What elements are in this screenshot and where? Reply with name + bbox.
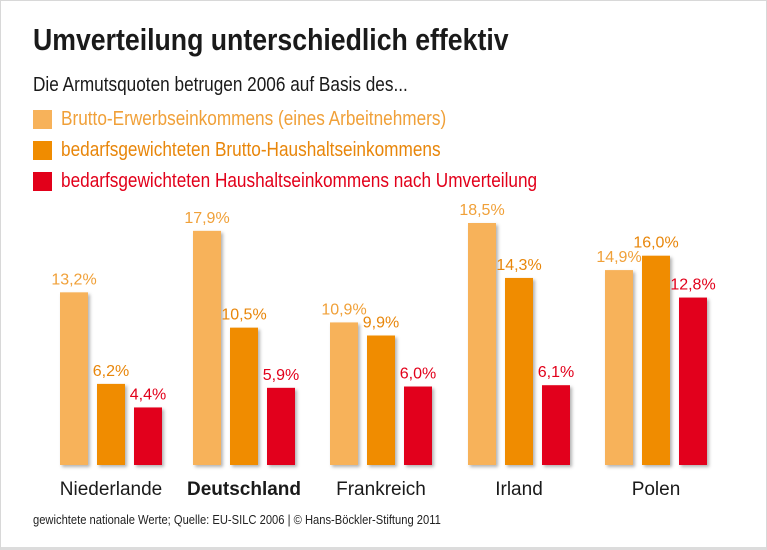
bar-deutschland-series-1 [230, 327, 258, 465]
bar-deutschland-series-2 [267, 387, 295, 465]
data-label: 6,0% [400, 366, 436, 383]
bar-niederlande-series-1 [97, 383, 125, 465]
data-label: 6,1% [538, 364, 574, 381]
chart-title: Umverteilung unterschiedlich effektiv [33, 22, 509, 57]
data-label: 17,9% [184, 210, 229, 227]
data-label: 9,9% [363, 314, 399, 331]
legend-swatch [33, 171, 52, 191]
bar-niederlande-series-2 [134, 407, 162, 465]
data-label: 18,5% [459, 202, 504, 219]
bar-polen-series-1 [642, 255, 670, 465]
legend-item-brutto-haushalt: bedarfsgewichteten Brutto-Haushaltseinko… [33, 139, 502, 161]
bar-frankreich-series-1 [367, 335, 395, 465]
bar-frankreich-series-0 [330, 322, 358, 465]
category-label-frankreich: Frankreich [336, 479, 426, 500]
category-label-polen: Polen [632, 479, 681, 500]
bar-irland-series-1 [505, 277, 533, 465]
data-label: 6,2% [93, 363, 129, 380]
bar-irland-series-2 [542, 385, 570, 465]
data-label: 10,5% [221, 307, 266, 324]
category-label-irland: Irland [495, 479, 543, 500]
data-label: 14,3% [496, 257, 541, 274]
legend-swatch [33, 109, 52, 129]
bar-deutschland-series-0 [193, 230, 221, 465]
category-label-niederlande: Niederlande [60, 479, 162, 500]
data-label: 12,8% [670, 277, 715, 294]
bar-frankreich-series-2 [404, 386, 432, 465]
data-label: 4,4% [130, 386, 166, 403]
legend-label: bedarfsgewichteten Haushaltseinkommens n… [61, 169, 538, 192]
legend-item-nach-umverteilung: bedarfsgewichteten Haushaltseinkommens n… [33, 170, 615, 192]
chart-subtitle: Die Armutsquoten betrugen 2006 auf Basis… [33, 74, 408, 96]
legend-label: Brutto-Erwerbseinkommens (eines Arbeitne… [61, 107, 447, 130]
data-label: 10,9% [321, 301, 366, 318]
bar-polen-series-0 [605, 270, 633, 465]
data-label: 14,9% [596, 249, 641, 266]
legend-label: bedarfsgewichteten Brutto-Haushaltseinko… [61, 138, 441, 161]
source-note: gewichtete nationale Werte; Quelle: EU-S… [33, 512, 441, 527]
bar-irland-series-0 [468, 223, 496, 465]
data-label: 5,9% [263, 367, 299, 384]
legend-item-brutto-erwerb: Brutto-Erwerbseinkommens (eines Arbeitne… [33, 108, 509, 130]
legend-swatch [33, 140, 52, 160]
data-label: 13,2% [51, 271, 96, 288]
bar-niederlande-series-0 [60, 292, 88, 465]
bar-polen-series-2 [679, 297, 707, 465]
data-label: 16,0% [633, 235, 678, 252]
category-label-deutschland: Deutschland [187, 479, 301, 500]
